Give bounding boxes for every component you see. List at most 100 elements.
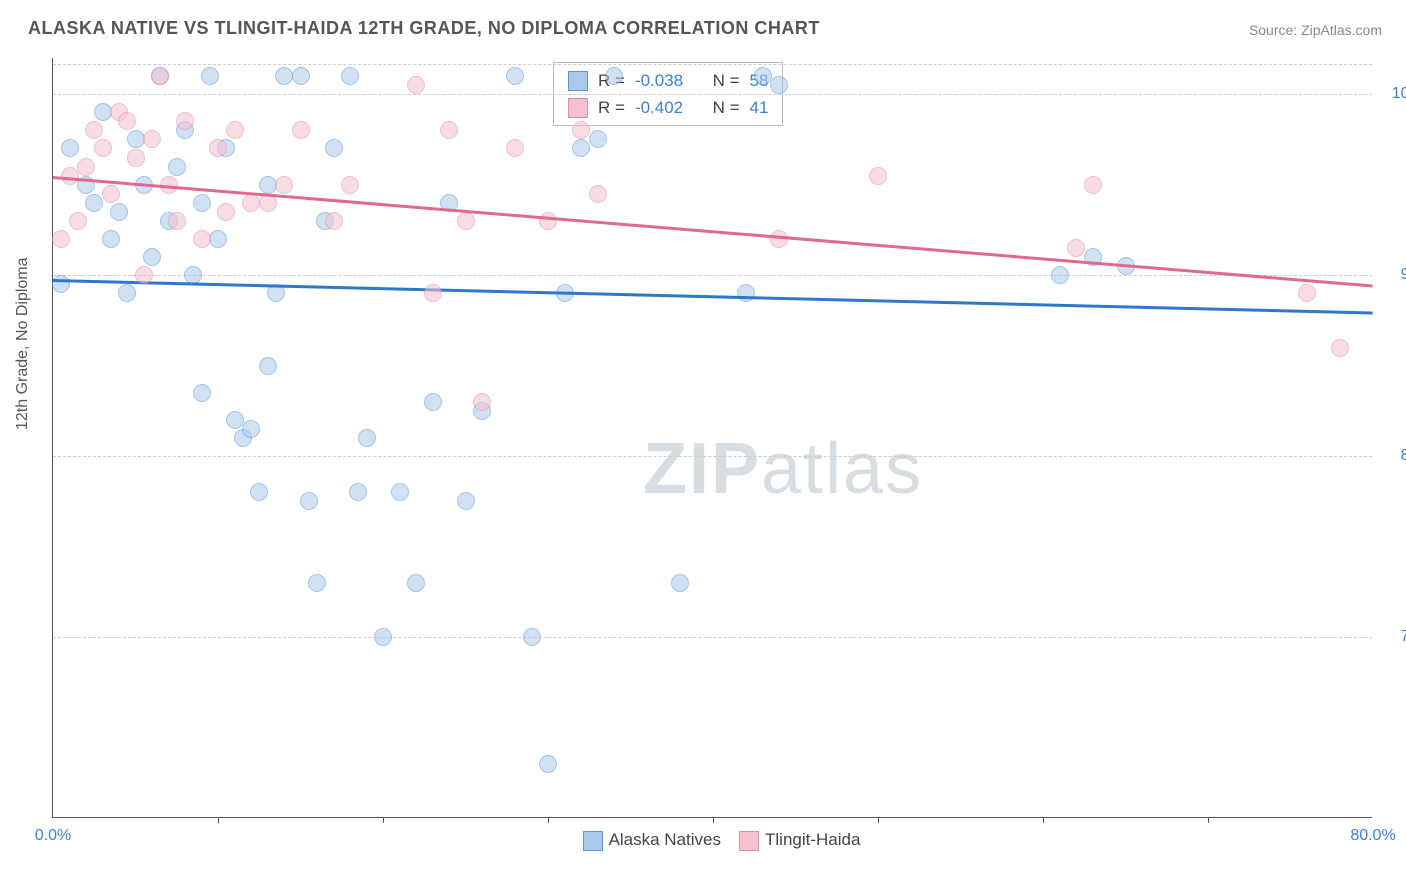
data-point <box>275 176 293 194</box>
data-point <box>110 203 128 221</box>
legend-label: Alaska Natives <box>609 830 721 849</box>
data-point <box>473 393 491 411</box>
data-point <box>94 103 112 121</box>
data-point <box>308 574 326 592</box>
x-tick-mark <box>218 817 219 823</box>
data-point <box>52 275 70 293</box>
data-point <box>85 194 103 212</box>
data-point <box>349 483 367 501</box>
data-point <box>259 176 277 194</box>
data-point <box>69 212 87 230</box>
data-point <box>85 121 103 139</box>
legend-swatch <box>583 831 603 851</box>
data-point <box>341 67 359 85</box>
data-point <box>325 139 343 157</box>
data-point <box>193 230 211 248</box>
data-point <box>292 67 310 85</box>
data-point <box>407 574 425 592</box>
data-point <box>61 139 79 157</box>
data-point <box>1331 339 1349 357</box>
data-point <box>143 248 161 266</box>
data-point <box>671 574 689 592</box>
data-point <box>424 393 442 411</box>
data-point <box>1298 284 1316 302</box>
gridline <box>53 275 1372 276</box>
data-point <box>770 230 788 248</box>
data-point <box>77 158 95 176</box>
data-point <box>539 755 557 773</box>
data-point <box>168 158 186 176</box>
data-point <box>424 284 442 302</box>
data-point <box>127 130 145 148</box>
data-point <box>1084 176 1102 194</box>
data-point <box>168 212 186 230</box>
data-point <box>605 67 623 85</box>
chart-title: ALASKA NATIVE VS TLINGIT-HAIDA 12TH GRAD… <box>28 18 820 39</box>
data-point <box>193 194 211 212</box>
legend-label: Tlingit-Haida <box>765 830 860 849</box>
trend-line <box>53 176 1373 287</box>
data-point <box>242 194 260 212</box>
y-tick-label: 100.0% <box>1382 85 1406 103</box>
data-point <box>391 483 409 501</box>
data-point <box>1067 239 1085 257</box>
y-tick-label: 80.0% <box>1382 447 1406 465</box>
x-tick-mark <box>1208 817 1209 823</box>
data-point <box>275 67 293 85</box>
data-point <box>325 212 343 230</box>
data-point <box>226 411 244 429</box>
stats-row: R = -0.402 N = 41 <box>568 94 768 121</box>
data-point <box>523 628 541 646</box>
y-tick-label: 70.0% <box>1382 628 1406 646</box>
data-point <box>358 429 376 447</box>
data-point <box>61 167 79 185</box>
data-point <box>341 176 359 194</box>
x-tick-mark <box>713 817 714 823</box>
data-point <box>300 492 318 510</box>
data-point <box>201 67 219 85</box>
data-point <box>102 230 120 248</box>
data-point <box>143 130 161 148</box>
data-point <box>259 357 277 375</box>
source-label: Source: ZipAtlas.com <box>1249 22 1382 38</box>
data-point <box>770 76 788 94</box>
data-point <box>209 230 227 248</box>
data-point <box>250 483 268 501</box>
data-point <box>572 121 590 139</box>
x-tick-mark <box>383 817 384 823</box>
data-point <box>118 284 136 302</box>
data-point <box>374 628 392 646</box>
data-point <box>572 139 590 157</box>
gridline <box>53 637 1372 638</box>
scatter-plot: ZIPatlas R = -0.038 N = 58R = -0.402 N =… <box>52 58 1372 818</box>
trend-line <box>53 279 1373 314</box>
data-point <box>589 130 607 148</box>
data-point <box>209 139 227 157</box>
data-point <box>242 420 260 438</box>
y-axis-label: 12th Grade, No Diploma <box>14 257 32 430</box>
data-point <box>1051 266 1069 284</box>
data-point <box>226 121 244 139</box>
data-point <box>94 139 112 157</box>
data-point <box>506 67 524 85</box>
y-tick-label: 90.0% <box>1382 266 1406 284</box>
data-point <box>135 266 153 284</box>
data-point <box>539 212 557 230</box>
x-tick-label: 80.0% <box>1350 827 1395 845</box>
stats-row: R = -0.038 N = 58 <box>568 67 768 94</box>
data-point <box>292 121 310 139</box>
data-point <box>737 284 755 302</box>
data-point <box>457 212 475 230</box>
data-point <box>506 139 524 157</box>
data-point <box>457 492 475 510</box>
data-point <box>193 384 211 402</box>
data-point <box>440 121 458 139</box>
data-point <box>407 76 425 94</box>
data-point <box>217 203 235 221</box>
data-point <box>52 230 70 248</box>
legend-swatch <box>739 831 759 851</box>
x-tick-label: 0.0% <box>35 827 71 845</box>
legend: Alaska Natives Tlingit-Haida <box>53 830 1372 851</box>
data-point <box>589 185 607 203</box>
data-point <box>151 67 169 85</box>
